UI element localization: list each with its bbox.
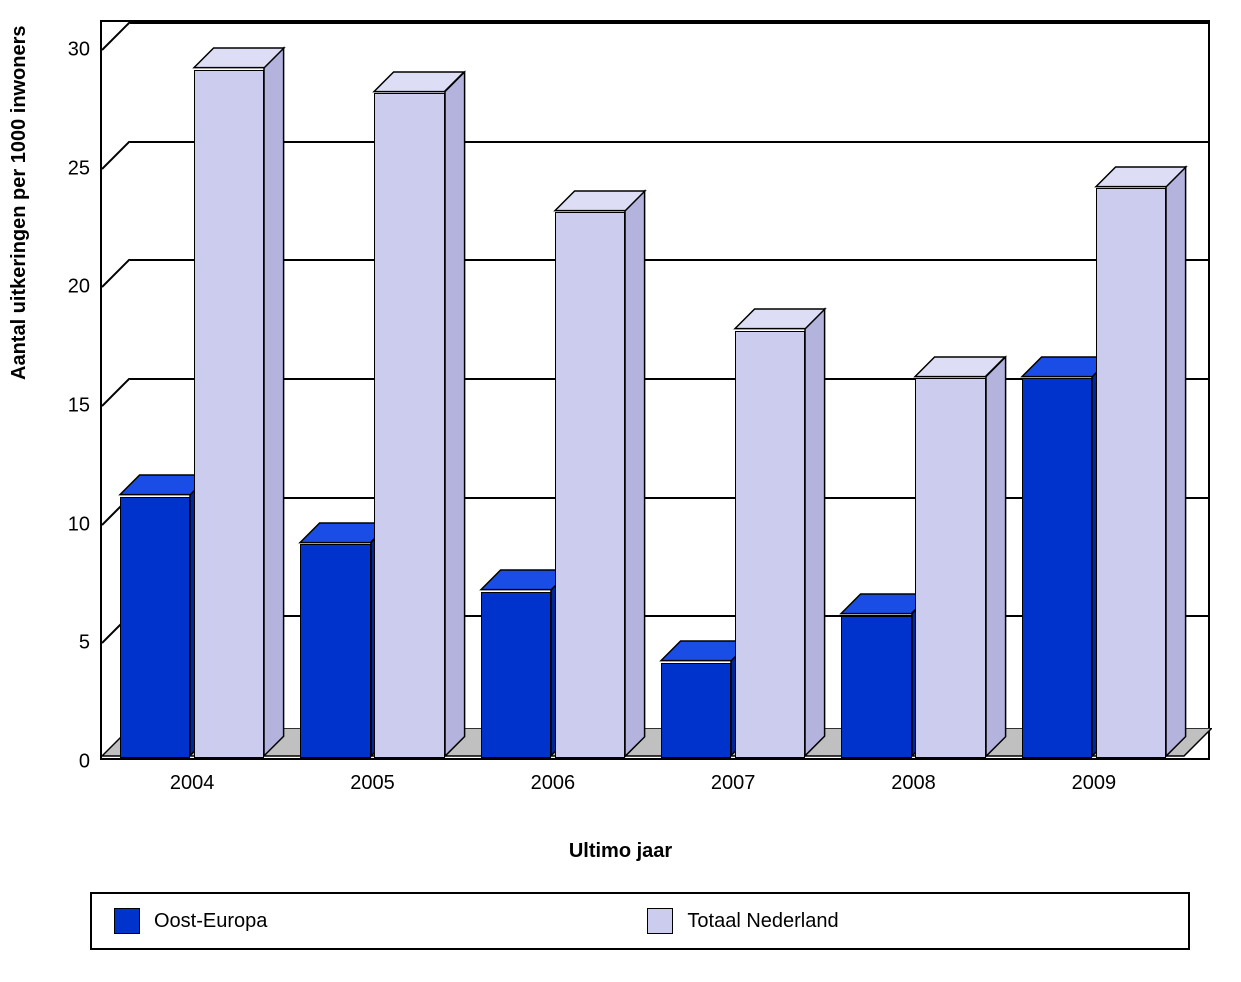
x-axis-label: Ultimo jaar [0, 840, 1241, 863]
chart-container: Aantal uitkeringen per 1000 inwoners 051… [0, 0, 1241, 982]
y-tick-label: 10 [68, 513, 90, 536]
bar [915, 359, 1005, 758]
y-tick-label: 25 [68, 157, 90, 180]
x-tick-label: 2006 [531, 772, 576, 795]
bar [735, 311, 825, 758]
y-axis-label: Aantal uitkeringen per 1000 inwoners [8, 25, 31, 380]
legend-swatch [114, 908, 140, 934]
gridline-diagonal [102, 378, 132, 408]
legend-label: Totaal Nederland [687, 910, 838, 933]
gridline [130, 22, 1208, 24]
x-tick-label: 2005 [350, 772, 395, 795]
bar [555, 193, 645, 758]
bar [194, 50, 284, 758]
legend-item: Totaal Nederland [647, 908, 838, 934]
bar [374, 74, 464, 758]
legend-item: Oost-Europa [114, 908, 267, 934]
bar [1096, 169, 1186, 758]
legend-swatch [647, 908, 673, 934]
plot-area: 051015202530200420052006200720082009 [100, 20, 1210, 760]
gridline [130, 141, 1208, 143]
y-tick-label: 5 [79, 632, 90, 655]
y-tick-label: 30 [68, 39, 90, 62]
y-tick-label: 20 [68, 276, 90, 299]
y-tick-label: 0 [79, 751, 90, 774]
gridline-diagonal [102, 22, 132, 52]
gridline-diagonal [102, 141, 132, 171]
legend-label: Oost-Europa [154, 910, 267, 933]
x-tick-label: 2008 [891, 772, 936, 795]
gridline-diagonal [102, 259, 132, 289]
x-tick-label: 2007 [711, 772, 756, 795]
gridline [130, 259, 1208, 261]
legend: Oost-Europa Totaal Nederland [90, 892, 1190, 950]
y-tick-label: 15 [68, 395, 90, 418]
x-tick-label: 2004 [170, 772, 215, 795]
x-tick-label: 2009 [1072, 772, 1117, 795]
